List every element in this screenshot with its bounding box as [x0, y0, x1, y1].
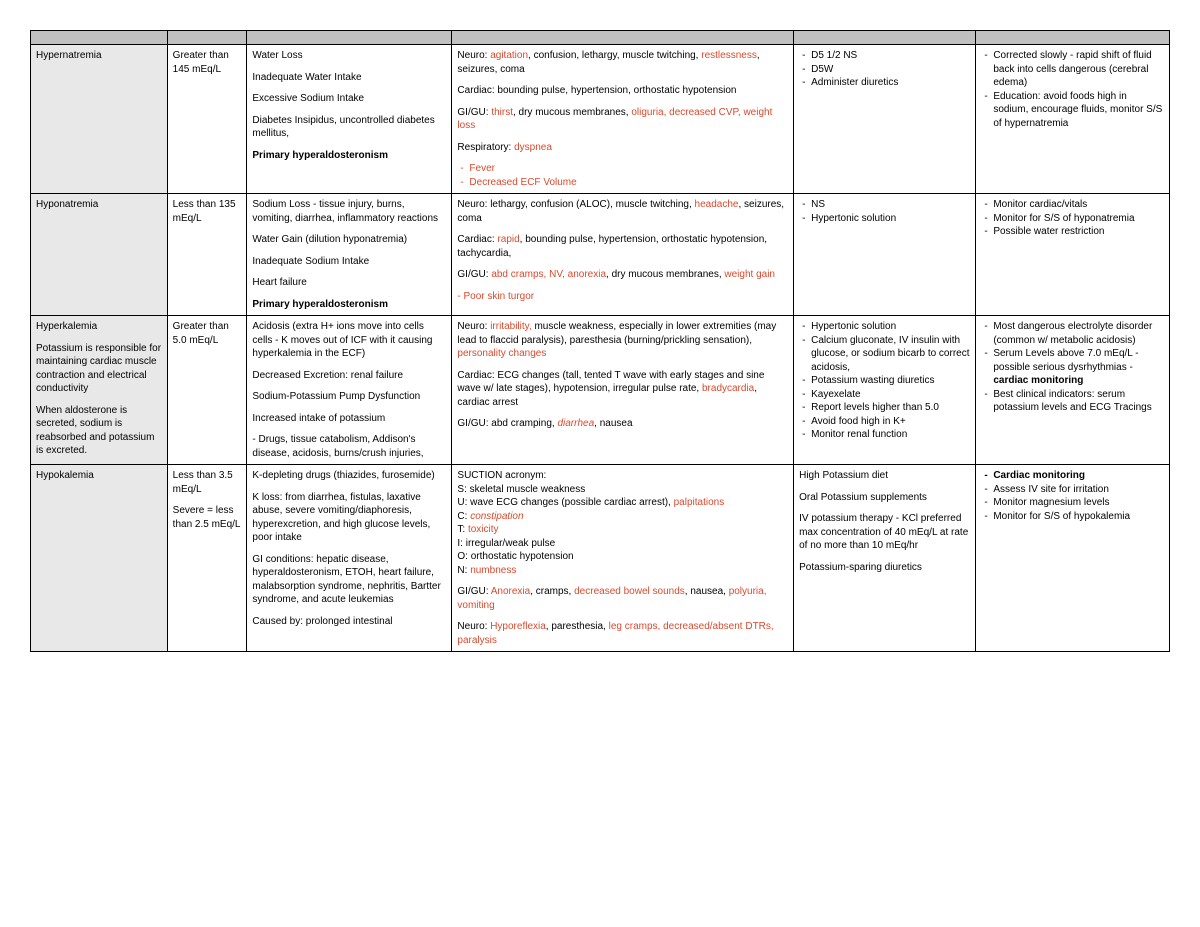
value-cell: Less than 135 mEq/L	[167, 194, 247, 316]
signs-cell: Neuro: agitation, confusion, lethargy, m…	[452, 45, 794, 194]
header-row	[31, 31, 1170, 45]
cause-cell: Sodium Loss - tissue injury, burns, vomi…	[247, 194, 452, 316]
condition-cell: Hypokalemia	[31, 465, 168, 652]
table-row: Hyperkalemia Potassium is responsible fo…	[31, 316, 1170, 465]
cause-cell: K-depleting drugs (thiazides, furosemide…	[247, 465, 452, 652]
signs-cell: SUCTION acronym: S: skeletal muscle weak…	[452, 465, 794, 652]
signs-cell: Neuro: irritability, muscle weakness, es…	[452, 316, 794, 465]
treatment-cell: NS Hypertonic solution	[794, 194, 976, 316]
table-row: Hypokalemia Less than 3.5 mEq/L Severe =…	[31, 465, 1170, 652]
nursing-cell: Cardiac monitoring Assess IV site for ir…	[976, 465, 1170, 652]
header-cell	[31, 31, 168, 45]
header-cell	[247, 31, 452, 45]
value-cell: Less than 3.5 mEq/L Severe = less than 2…	[167, 465, 247, 652]
electrolyte-table: Hypernatremia Greater than 145 mEq/L Wat…	[30, 30, 1170, 652]
header-cell	[794, 31, 976, 45]
condition-cell: Hyperkalemia Potassium is responsible fo…	[31, 316, 168, 465]
cause-cell: Water Loss Inadequate Water Intake Exces…	[247, 45, 452, 194]
table-row: Hypernatremia Greater than 145 mEq/L Wat…	[31, 45, 1170, 194]
treatment-cell: High Potassium diet Oral Potassium suppl…	[794, 465, 976, 652]
value-cell: Greater than 5.0 mEq/L	[167, 316, 247, 465]
nursing-cell: Corrected slowly - rapid shift of fluid …	[976, 45, 1170, 194]
header-cell	[452, 31, 794, 45]
treatment-cell: D5 1/2 NS D5W Administer diuretics	[794, 45, 976, 194]
table-row: Hyponatremia Less than 135 mEq/L Sodium …	[31, 194, 1170, 316]
condition-cell: Hypernatremia	[31, 45, 168, 194]
cause-cell: Acidosis (extra H+ ions move into cells …	[247, 316, 452, 465]
value-cell: Greater than 145 mEq/L	[167, 45, 247, 194]
header-cell	[976, 31, 1170, 45]
nursing-cell: Monitor cardiac/vitals Monitor for S/S o…	[976, 194, 1170, 316]
header-cell	[167, 31, 247, 45]
treatment-cell: Hypertonic solution Calcium gluconate, I…	[794, 316, 976, 465]
nursing-cell: Most dangerous electrolyte disorder (com…	[976, 316, 1170, 465]
condition-cell: Hyponatremia	[31, 194, 168, 316]
signs-cell: Neuro: lethargy, confusion (ALOC), muscl…	[452, 194, 794, 316]
